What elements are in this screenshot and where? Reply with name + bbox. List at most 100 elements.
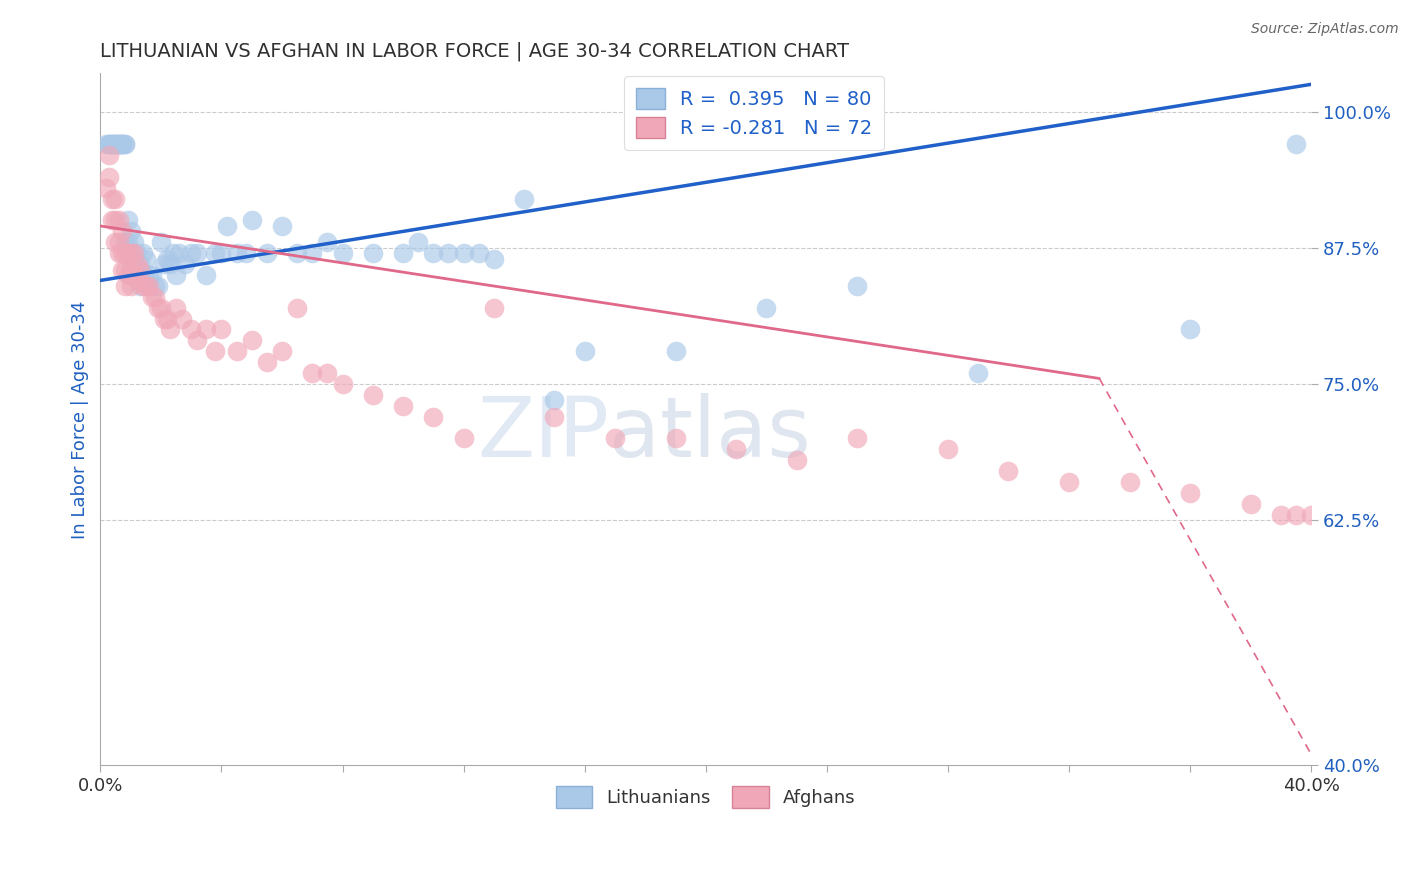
Point [122,268,145,282]
Point [135,273,157,287]
Point [786,453,808,467]
Point [96,137,118,152]
Point [110,137,132,152]
Point [120,268,142,282]
Point [225,344,247,359]
Text: atlas: atlas [609,392,811,474]
Point [107,137,129,152]
Point [186,334,208,348]
Point [101,137,124,152]
Point [1301,508,1323,522]
Point [128,257,150,271]
Point [117,268,139,282]
Point [361,388,384,402]
Point [120,246,142,260]
Point [98,137,121,152]
Point [141,290,163,304]
Point [1057,475,1080,489]
Point [482,252,505,266]
Point [101,137,124,152]
Point [138,278,160,293]
Point [936,442,959,457]
Point [107,246,129,260]
Point [225,246,247,260]
Point [125,262,148,277]
Point [107,235,129,250]
Point [301,246,323,260]
Point [1240,497,1263,511]
Point [406,235,429,250]
Point [149,235,172,250]
Point [664,344,686,359]
Point [143,290,166,304]
Point [1285,137,1308,152]
Point [135,278,157,293]
Point [180,246,202,260]
Point [162,246,184,260]
Point [120,257,142,271]
Point [361,246,384,260]
Point [104,137,127,152]
Point [285,246,308,260]
Point [104,137,127,152]
Point [453,246,475,260]
Point [997,464,1019,478]
Point [453,431,475,445]
Point [482,301,505,315]
Point [110,224,132,238]
Point [149,301,172,315]
Point [204,344,226,359]
Point [114,278,136,293]
Point [235,246,257,260]
Point [195,322,218,336]
Point [422,246,444,260]
Point [543,393,565,408]
Point [120,278,142,293]
Point [1178,486,1201,500]
Point [110,246,132,260]
Point [107,137,129,152]
Point [104,192,127,206]
Point [98,148,121,162]
Point [1178,322,1201,336]
Point [135,252,157,266]
Point [392,246,415,260]
Point [128,262,150,277]
Point [846,431,869,445]
Text: ZIP: ZIP [477,392,609,474]
Point [316,235,339,250]
Point [125,246,148,260]
Point [110,137,132,152]
Point [186,246,208,260]
Point [120,246,142,260]
Point [104,213,127,227]
Point [101,192,124,206]
Point [117,246,139,260]
Point [240,213,263,227]
Point [114,137,136,152]
Text: LITHUANIAN VS AFGHAN IN LABOR FORCE | AGE 30-34 CORRELATION CHART: LITHUANIAN VS AFGHAN IN LABOR FORCE | AG… [100,42,849,62]
Text: Source: ZipAtlas.com: Source: ZipAtlas.com [1251,22,1399,37]
Point [120,262,142,277]
Point [167,246,190,260]
Point [125,273,148,287]
Point [143,278,166,293]
Point [104,137,127,152]
Point [125,257,148,271]
Point [117,235,139,250]
Point [209,246,232,260]
Point [120,224,142,238]
Point [437,246,460,260]
Point [138,268,160,282]
Point [603,431,626,445]
Point [543,409,565,424]
Point [256,355,278,369]
Point [217,219,239,233]
Point [107,137,129,152]
Point [114,246,136,260]
Point [574,344,596,359]
Point [107,213,129,227]
Point [301,366,323,380]
Point [153,311,176,326]
Point [755,301,778,315]
